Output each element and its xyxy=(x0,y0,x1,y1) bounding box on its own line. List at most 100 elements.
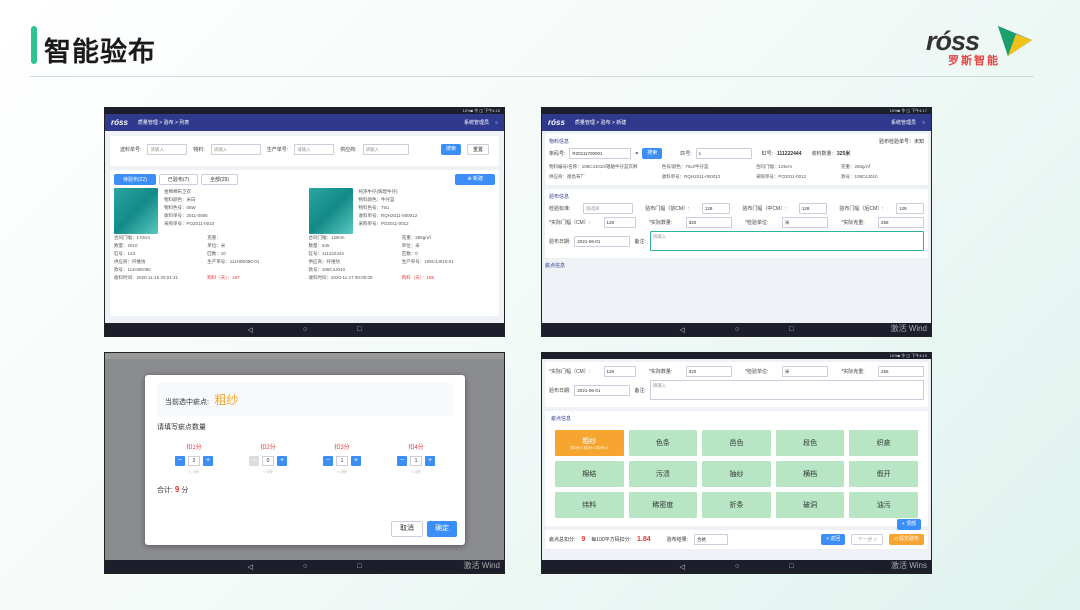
minus-button[interactable]: − xyxy=(175,456,185,466)
defect-item[interactable]: 邑色 xyxy=(702,430,771,456)
search-button[interactable]: 搜索 xyxy=(440,144,461,155)
defect-item[interactable]: 段色 xyxy=(775,430,845,456)
minus-button[interactable]: − xyxy=(323,456,333,466)
next-button[interactable]: 下一步 > xyxy=(851,534,883,545)
home-icon[interactable]: ○ xyxy=(734,326,740,333)
tab-all[interactable]: 全部(29) xyxy=(201,174,238,185)
item-field: 缸号：111222444 xyxy=(308,251,344,256)
recent-icon[interactable]: □ xyxy=(789,326,794,333)
user-name[interactable]: 系统管理员 xyxy=(890,120,916,126)
back-icon[interactable]: ◁ xyxy=(679,326,685,334)
info-field: 供应商：德昌布厂 xyxy=(549,174,585,179)
info-field: 款号：108C4J010 xyxy=(840,174,878,179)
defect-item[interactable]: 稀密度 xyxy=(628,492,698,518)
plus-button[interactable]: + xyxy=(277,456,287,466)
deduct-input[interactable]: 1 xyxy=(410,456,422,466)
plus-button[interactable]: + xyxy=(203,456,213,466)
submit-button[interactable]: ◁ 提交验布 xyxy=(888,534,924,545)
deduct-input[interactable]: 0 xyxy=(262,456,274,466)
search-button[interactable]: 搜索 xyxy=(642,148,663,159)
defect-item[interactable]: 抽纱 xyxy=(702,461,771,487)
defect-item[interactable]: 粗纱 扣1分:2 扣3分:1 扣4分:1 xyxy=(555,430,624,456)
remark-input[interactable]: 请输入 xyxy=(649,380,924,400)
date-picker[interactable]: 2021-06-01 xyxy=(574,235,631,247)
defect-item[interactable]: 污渍 xyxy=(628,461,698,487)
result-select[interactable]: 合格 xyxy=(694,534,729,545)
back-icon[interactable]: ◁ xyxy=(679,563,685,571)
ok-button[interactable]: 确定 xyxy=(427,521,457,537)
width-mid-input[interactable]: 128 xyxy=(798,203,827,214)
back-icon[interactable]: ◁ xyxy=(247,563,253,571)
back-button[interactable]: < 返回 xyxy=(821,534,846,545)
defect-item[interactable]: 棉结 xyxy=(555,461,624,487)
defect-item[interactable]: 假开 xyxy=(849,461,918,487)
actual-weight-input[interactable]: 258 xyxy=(878,366,924,377)
top-button[interactable]: + 顶部 xyxy=(896,519,921,530)
filter-input-supplier[interactable]: 请输入 xyxy=(362,144,409,155)
defect-item[interactable]: 纬料 xyxy=(555,492,624,518)
width-front-input[interactable]: 129 xyxy=(701,203,730,214)
actual-weight-input[interactable]: 258 xyxy=(878,217,924,228)
defect-item[interactable]: 色条 xyxy=(628,430,698,456)
defect-item[interactable]: 织疵 xyxy=(849,430,918,456)
date-picker[interactable]: 2021-06-01 xyxy=(574,384,631,396)
list-item[interactable]: 纯涤牛仔(辉煌牛仔) 物料颜色：牛仔蓝 物料色号：75U 收料单号：RQH201… xyxy=(308,188,496,282)
recent-icon[interactable]: □ xyxy=(789,563,794,570)
total-unit: 分 xyxy=(181,487,189,494)
plus-button[interactable]: + xyxy=(351,456,361,466)
minus-button[interactable]: − xyxy=(249,456,259,466)
batch-label: 匹号: xyxy=(680,151,692,157)
total-value: 9 xyxy=(174,485,180,494)
actual-width-input[interactable]: 128 xyxy=(603,366,636,377)
actual-width-input[interactable]: 128 xyxy=(603,217,636,228)
deduct-input[interactable]: 2 xyxy=(188,456,200,466)
actual-qty-input[interactable]: 320 xyxy=(685,366,732,377)
cancel-button[interactable]: 取消 xyxy=(391,521,423,537)
defect-item[interactable]: 油污 xyxy=(849,492,918,518)
total-value: 9 xyxy=(581,536,586,543)
item-line: 物料颜色：米白 xyxy=(164,197,196,202)
item-line: 收料单号：2011-0006 xyxy=(164,213,208,218)
deduct-input[interactable]: 1 xyxy=(336,456,348,466)
filter-input-material[interactable]: 请输入 xyxy=(210,144,261,155)
tab-pending[interactable]: 待验布(22) xyxy=(114,174,156,185)
defect-item[interactable]: 横档 xyxy=(775,461,845,487)
info-field: 克重：256g/㎡ xyxy=(840,164,871,169)
standard-select[interactable]: 请选择 xyxy=(582,203,633,214)
list-item[interactable]: 金棉棉布卫衣 物料颜色：米白 物料色号：05W 收料单号：2011-0006 采… xyxy=(114,188,301,282)
item-field: 生产单号：111H0E090-01 xyxy=(207,259,260,264)
item-line: 金棉棉布卫衣 xyxy=(164,189,191,194)
user-icon[interactable]: ○ xyxy=(494,119,498,126)
page-title: 智能验布 xyxy=(44,37,156,67)
back-icon[interactable]: ◁ xyxy=(247,326,253,334)
filter-input-receipt[interactable]: 请输入 xyxy=(147,144,188,155)
filter-input-production[interactable]: 请输入 xyxy=(294,144,335,155)
section-defect-title: 疵点信息 xyxy=(551,416,572,422)
remark-input[interactable]: 请输入 xyxy=(649,231,924,251)
home-icon[interactable]: ○ xyxy=(302,563,308,570)
width-back-input[interactable]: 129 xyxy=(895,203,924,214)
recent-icon[interactable]: □ xyxy=(357,326,362,333)
batch-select[interactable]: 1 xyxy=(695,148,752,159)
tab-done[interactable]: 已验布(7) xyxy=(158,174,199,185)
home-icon[interactable]: ○ xyxy=(734,563,740,570)
unit-select[interactable]: 米 xyxy=(781,217,828,228)
plus-button[interactable]: + xyxy=(425,456,435,466)
minus-button[interactable]: − xyxy=(397,456,407,466)
scan-icon[interactable]: ⌗ xyxy=(635,150,639,157)
fill-label: 请填写疵点数量 xyxy=(157,424,206,431)
new-button[interactable]: ⊕ 新建 xyxy=(455,174,495,185)
item-line: 物料色号：75U xyxy=(358,205,390,210)
recent-icon[interactable]: □ xyxy=(357,563,362,570)
home-icon[interactable]: ○ xyxy=(302,326,308,333)
reset-button[interactable]: 重置 xyxy=(466,144,489,155)
user-icon[interactable]: ○ xyxy=(921,119,925,126)
user-name[interactable]: 系统管理员 xyxy=(463,120,489,126)
defect-item[interactable]: 折条 xyxy=(702,492,771,518)
unit-select[interactable]: 米 xyxy=(781,366,828,377)
actual-qty-input[interactable]: 320 xyxy=(685,217,732,228)
barcode-input[interactable]: R20111700001 xyxy=(569,148,632,159)
defect-item[interactable]: 破洞 xyxy=(775,492,845,518)
deduct-note: < 3分 xyxy=(411,469,421,474)
filter-label: 物料: xyxy=(193,147,205,153)
